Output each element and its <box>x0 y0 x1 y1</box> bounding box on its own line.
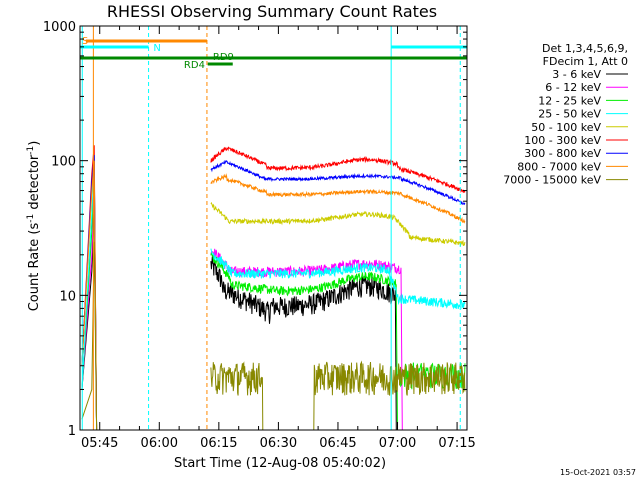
x-tick-label: 06:45 <box>319 436 356 451</box>
legend-label: 25 - 50 keV <box>538 108 601 121</box>
bar-label-S: S <box>82 36 88 47</box>
legend-label: 12 - 25 keV <box>538 94 601 107</box>
x-axis-label: Start Time (12-Aug-08 05:40:02) <box>174 456 386 471</box>
y-tick-label: 1 <box>68 424 76 439</box>
legend-header-1: Det 1,3,4,5,6,9, <box>542 42 628 55</box>
chart-title: RHESSI Observing Summary Count Rates <box>107 2 437 21</box>
x-tick-label: 07:15 <box>438 436 475 451</box>
legend-header-2: FDecim 1, Att 0 <box>543 55 628 68</box>
bar-label-RD4: RD4 <box>184 60 205 71</box>
x-tick-label: 05:45 <box>81 436 118 451</box>
bar-label-N: N <box>153 43 160 54</box>
y-tick-label: 10 <box>59 289 76 304</box>
legend-label: 100 - 300 keV <box>524 134 601 147</box>
legend-label: 300 - 800 keV <box>524 147 601 160</box>
y-tick-label: 100 <box>51 155 76 170</box>
legend-label: 6 - 12 keV <box>545 81 601 94</box>
x-tick-label: 06:00 <box>141 436 178 451</box>
series-line-6-12keV <box>81 190 403 430</box>
legend-label: 3 - 6 keV <box>552 68 601 81</box>
legend-label: 50 - 100 keV <box>531 121 601 134</box>
x-tick-label: 07:00 <box>379 436 416 451</box>
footer-timestamp: 15-Oct-2021 03:57 <box>560 468 636 477</box>
bar-label-RD9: RD9 <box>213 52 234 63</box>
legend-label: 7000 - 15000 keV <box>503 174 601 187</box>
y-tick-label: 1000 <box>43 20 76 35</box>
plot-frame <box>79 25 468 431</box>
legend-label: 800 - 7000 keV <box>517 160 601 173</box>
x-tick-label: 06:30 <box>260 436 297 451</box>
series-line-3-6keV <box>81 214 397 430</box>
y-axis-label: Count Rate (s-1 detector-1) <box>26 141 42 312</box>
x-tick-label: 06:15 <box>200 436 237 451</box>
plot-area-group <box>80 26 467 430</box>
